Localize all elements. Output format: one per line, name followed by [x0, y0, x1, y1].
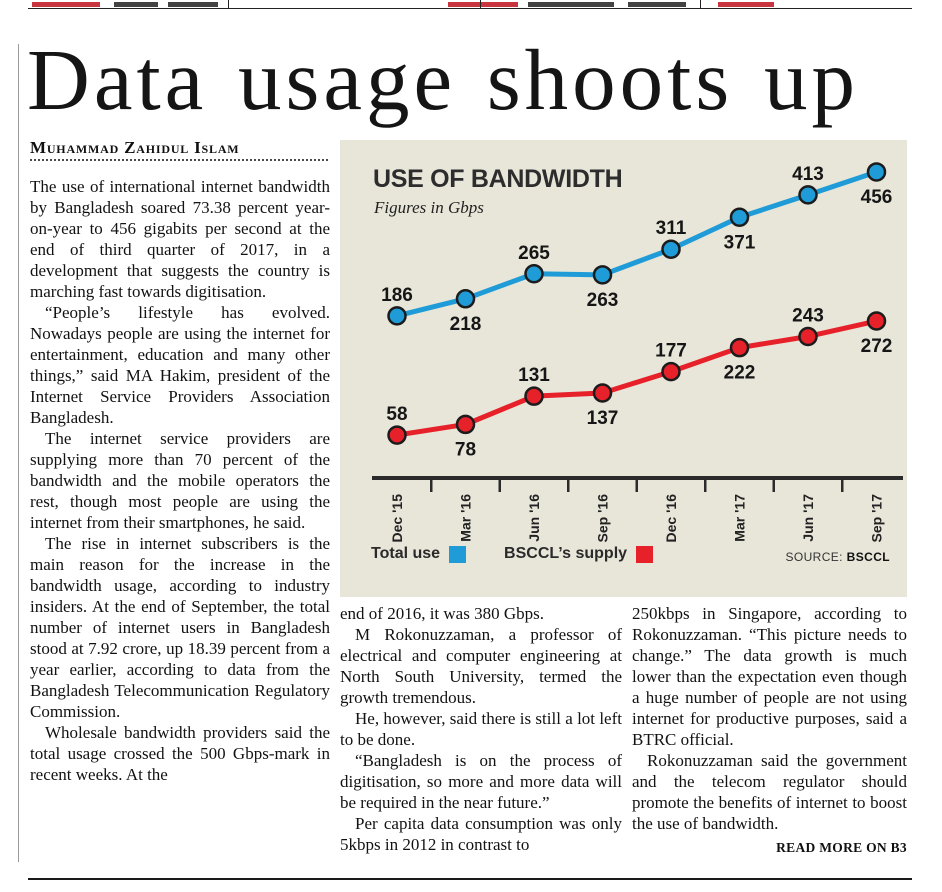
article-paragraph: The internet service providers are suppl… [30, 429, 330, 532]
article-paragraph: M Rokonuzzaman, a professor of electrica… [340, 625, 622, 707]
page-top-crop [28, 0, 912, 9]
text-fragment [448, 2, 518, 7]
article-paragraph: Rokonuzzaman said the government and the… [632, 751, 907, 833]
article-paragraph: 250kbps in Singapore, according to Rokon… [632, 604, 907, 749]
svg-text:263: 263 [587, 290, 619, 311]
text-fragment [114, 2, 158, 7]
legend-item-bsccl-supply: BSCCL’s supply [504, 545, 654, 563]
legend-swatch-blue [449, 545, 467, 563]
text-fragment [168, 2, 218, 7]
svg-text:272: 272 [861, 336, 893, 357]
svg-text:Jun '16: Jun '16 [526, 494, 542, 542]
svg-text:137: 137 [587, 408, 619, 429]
divider-tick [228, 0, 229, 8]
svg-text:Mar '17: Mar '17 [732, 494, 748, 542]
divider-tick [700, 0, 701, 8]
legend-label: BSCCL’s supply [504, 545, 628, 562]
source-value: BSCCL [846, 550, 890, 564]
chart-legend: Total use BSCCL’s supply [371, 545, 654, 563]
legend-label: Total use [371, 545, 441, 562]
divider-tick [480, 0, 481, 8]
svg-text:218: 218 [450, 314, 482, 335]
bandwidth-chart-panel: Dec '15 Mar '16 Jun '16 Sep '16 Dec '16 Mar '… [340, 140, 907, 597]
byline-divider [30, 159, 328, 161]
svg-text:265: 265 [518, 243, 550, 264]
svg-text:222: 222 [724, 363, 756, 384]
article-paragraph: Per capita data consumption was only 5kb… [340, 814, 622, 854]
chart-source: SOURCE: BSCCL [785, 550, 890, 564]
article-paragraph: “People’s lifestyle has evolved. Nowaday… [30, 303, 330, 427]
article-column-2: end of 2016, it was 380 Gbps. M Rokonuzza… [340, 603, 622, 883]
source-label: SOURCE: [785, 550, 843, 564]
svg-text:78: 78 [455, 439, 476, 460]
article-column-1: The use of international internet bandwi… [30, 176, 330, 866]
chart-subtitle: Figures in Gbps [374, 198, 484, 217]
article-paragraph: He, however, said there is still a lot l… [340, 709, 622, 749]
article-paragraph: end of 2016, it was 380 Gbps. [340, 604, 544, 623]
svg-text:Sep '17: Sep '17 [869, 494, 885, 543]
article-paragraph: Wholesale bandwidth providers said the t… [30, 723, 330, 784]
svg-text:413: 413 [792, 164, 824, 185]
column-paragraphs: The use of international internet bandwi… [30, 176, 330, 785]
svg-text:58: 58 [386, 404, 407, 425]
svg-text:186: 186 [381, 285, 413, 306]
svg-text:Mar '16: Mar '16 [458, 494, 474, 542]
svg-text:Sep '16: Sep '16 [595, 494, 611, 543]
column-rule [18, 44, 19, 862]
text-fragment [528, 2, 614, 7]
column-paragraphs: 250kbps in Singapore, according to Rokon… [632, 603, 907, 834]
legend-item-total-use: Total use [371, 545, 467, 563]
svg-text:311: 311 [656, 218, 687, 239]
chart-title: USE OF BANDWIDTH [373, 165, 623, 193]
line-chart: Dec '15 Mar '16 Jun '16 Sep '16 Dec '16 Mar '… [372, 162, 903, 543]
article-column-3: 250kbps in Singapore, according to Rokon… [632, 603, 907, 883]
svg-text:371: 371 [724, 232, 756, 253]
article-paragraph: The use of international internet bandwi… [30, 177, 330, 301]
read-more-note: READ MORE ON B3 [776, 840, 907, 855]
text-fragment [628, 2, 686, 7]
svg-text:Dec '16: Dec '16 [663, 494, 679, 543]
byline: Muhammad Zahidul Islam [30, 138, 240, 157]
text-fragment [32, 2, 100, 7]
svg-text:456: 456 [861, 187, 893, 208]
svg-text:243: 243 [792, 305, 824, 326]
article-paragraph: The rise in internet subscribers is the … [30, 534, 330, 721]
svg-text:131: 131 [518, 365, 550, 386]
article-paragraph: “Bangladesh is on the process of digitis… [340, 751, 622, 812]
legend-swatch-red [636, 545, 654, 563]
headline: Data usage shoots up [27, 31, 859, 128]
column-paragraphs: end of 2016, it was 380 Gbps. M Rokonuzza… [340, 603, 622, 855]
text-fragment [718, 2, 774, 7]
svg-text:177: 177 [655, 341, 687, 362]
svg-text:Jun '17: Jun '17 [800, 494, 816, 542]
svg-text:Dec '15: Dec '15 [389, 494, 405, 543]
page-bottom-rule [28, 878, 912, 880]
